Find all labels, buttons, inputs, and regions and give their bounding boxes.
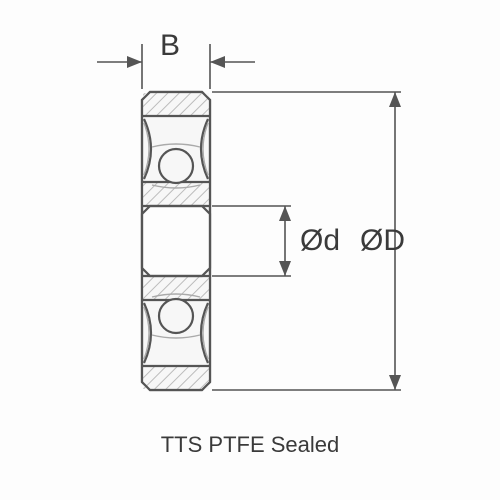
dim-label-D: ØD [360,224,405,257]
dim-label-B: B [160,29,180,62]
bearing-diagram: B Ød ØD TTS PTFE Sealed [0,0,500,500]
dim-label-d: Ød [300,224,340,257]
caption-text: TTS PTFE Sealed [0,432,500,458]
bearing-svg: B Ød ØD [0,0,500,500]
